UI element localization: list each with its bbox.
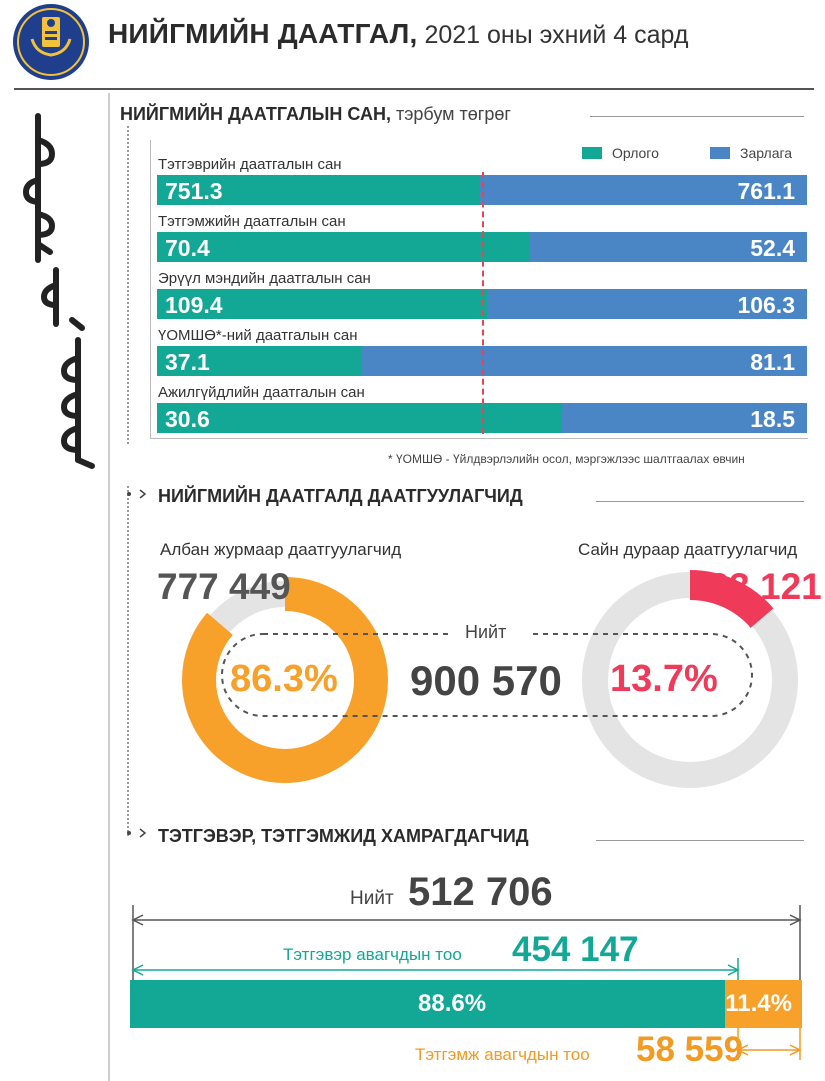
legend-expense-label: Зарлага xyxy=(740,145,793,161)
fund-bar-income xyxy=(157,232,530,262)
chart-baseline xyxy=(150,438,808,439)
bar-category-label: Тэтгэмжийн даатгалын сан xyxy=(158,213,346,230)
insured-total-count: 900 570 xyxy=(410,657,562,704)
fund-bar-income xyxy=(157,175,480,205)
mandatory-donut-arc xyxy=(182,577,388,783)
bar-category-label: ҮОМШӨ*-ний даатгалын сан xyxy=(158,327,358,344)
income-value-label: 30.6 xyxy=(165,406,210,432)
legend-expense-swatch xyxy=(710,147,730,159)
expense-value-label: 761.1 xyxy=(737,178,795,204)
mongolian-script-icon xyxy=(22,113,95,469)
page-title-bold: НИЙГМИЙН ДААТГАЛ, xyxy=(108,18,418,49)
bar-category-label: Тэтгэврийн даатгалын сан xyxy=(158,156,342,173)
expense-value-label: 106.3 xyxy=(737,292,795,318)
fund-section-unit: тэрбум төгрөг xyxy=(390,104,511,124)
fund-section-title: НИЙГМИЙН ДААТГАЛЫН САН, тэрбум төгрөг xyxy=(120,104,511,125)
coverage-section-title: ТЭТГЭВЭР, ТЭТГЭМЖИД ХАМРАГДАГЧИД xyxy=(158,826,529,846)
coverage-total-count: 512 706 xyxy=(408,870,553,914)
voluntary-label: Сайн дураар даатгуулагчид xyxy=(578,540,798,559)
income-value-label: 751.3 xyxy=(165,178,223,204)
legend-expense: Зарлага xyxy=(710,145,792,161)
legend-income: Орлого xyxy=(582,145,659,161)
income-value-label: 37.1 xyxy=(165,349,210,375)
coverage-bar: 88.6% 11.4% xyxy=(130,980,802,1028)
expense-value-label: 81.1 xyxy=(750,349,795,375)
voluntary-count: 123 121 xyxy=(688,566,822,607)
allowance-label: Тэтгэмж авагчдын тоо xyxy=(415,1045,590,1064)
legend-income-swatch xyxy=(582,147,602,159)
fund-bar-income xyxy=(157,289,487,319)
insured-section-title: НИЙГМИЙН ДААТГАЛД ДААТГУУЛАГЧИД xyxy=(158,486,523,506)
voluntary-donut-arc xyxy=(580,570,800,790)
allowance-pct: 11.4% xyxy=(725,990,792,1017)
pension-count: 454 147 xyxy=(512,930,639,969)
mandatory-count: 777 449 xyxy=(157,566,291,607)
header-divider xyxy=(14,88,814,90)
page-title: НИЙГМИЙН ДААТГАЛ, 2021 оны эхний 4 сард xyxy=(108,18,688,50)
chart-midline xyxy=(482,172,484,434)
fund-section-title-bold: НИЙГМИЙН ДААТГАЛЫН САН, xyxy=(120,104,391,124)
bar-category-label: Ажилгүйдлийн даатгалын сан xyxy=(158,384,365,401)
expense-value-label: 18.5 xyxy=(750,406,795,432)
header: НИЙГМИЙН ДААТГАЛ, 2021 оны эхний 4 сард xyxy=(0,0,825,82)
left-divider xyxy=(108,93,110,1081)
fund-section-rule xyxy=(590,116,804,117)
fund-bar-income xyxy=(157,403,562,433)
pension-pct: 88.6% xyxy=(418,990,487,1017)
section-dotted-connector-2 xyxy=(127,486,129,836)
income-value-label: 70.4 xyxy=(165,235,210,261)
coverage-section-rule xyxy=(596,840,804,841)
nso-logo-icon xyxy=(13,4,89,80)
bar-category-label: Эрүүл мэндийн даатгалын сан xyxy=(158,270,371,287)
mandatory-pct: 86.3% xyxy=(230,658,338,700)
total-capsule-gap xyxy=(450,626,530,642)
page-title-period: 2021 оны эхний 4 сард xyxy=(417,21,689,49)
coverage-bar-pension xyxy=(130,980,725,1028)
fund-bar-income xyxy=(157,346,361,376)
insured-section-rule xyxy=(596,501,804,502)
pension-label: Тэтгэвэр авагчдын тоо xyxy=(283,945,462,964)
insured-total-label: Нийт xyxy=(465,622,507,642)
income-value-label: 109.4 xyxy=(165,292,223,318)
allowance-count: 58 559 xyxy=(636,1030,744,1069)
expense-value-label: 52.4 xyxy=(750,235,795,261)
coverage-total-label: Нийт xyxy=(350,888,394,909)
legend-income-label: Орлого xyxy=(612,145,659,161)
chart-left-axis xyxy=(150,140,151,438)
mandatory-label: Албан журмаар даатгуулагчид xyxy=(160,540,402,559)
voluntary-pct: 13.7% xyxy=(610,658,718,700)
section-dotted-connector xyxy=(127,126,129,444)
fund-footnote: * ҮОМШӨ - Үйлдвэрлэлийн осол, мэргэжлээс… xyxy=(388,452,745,466)
